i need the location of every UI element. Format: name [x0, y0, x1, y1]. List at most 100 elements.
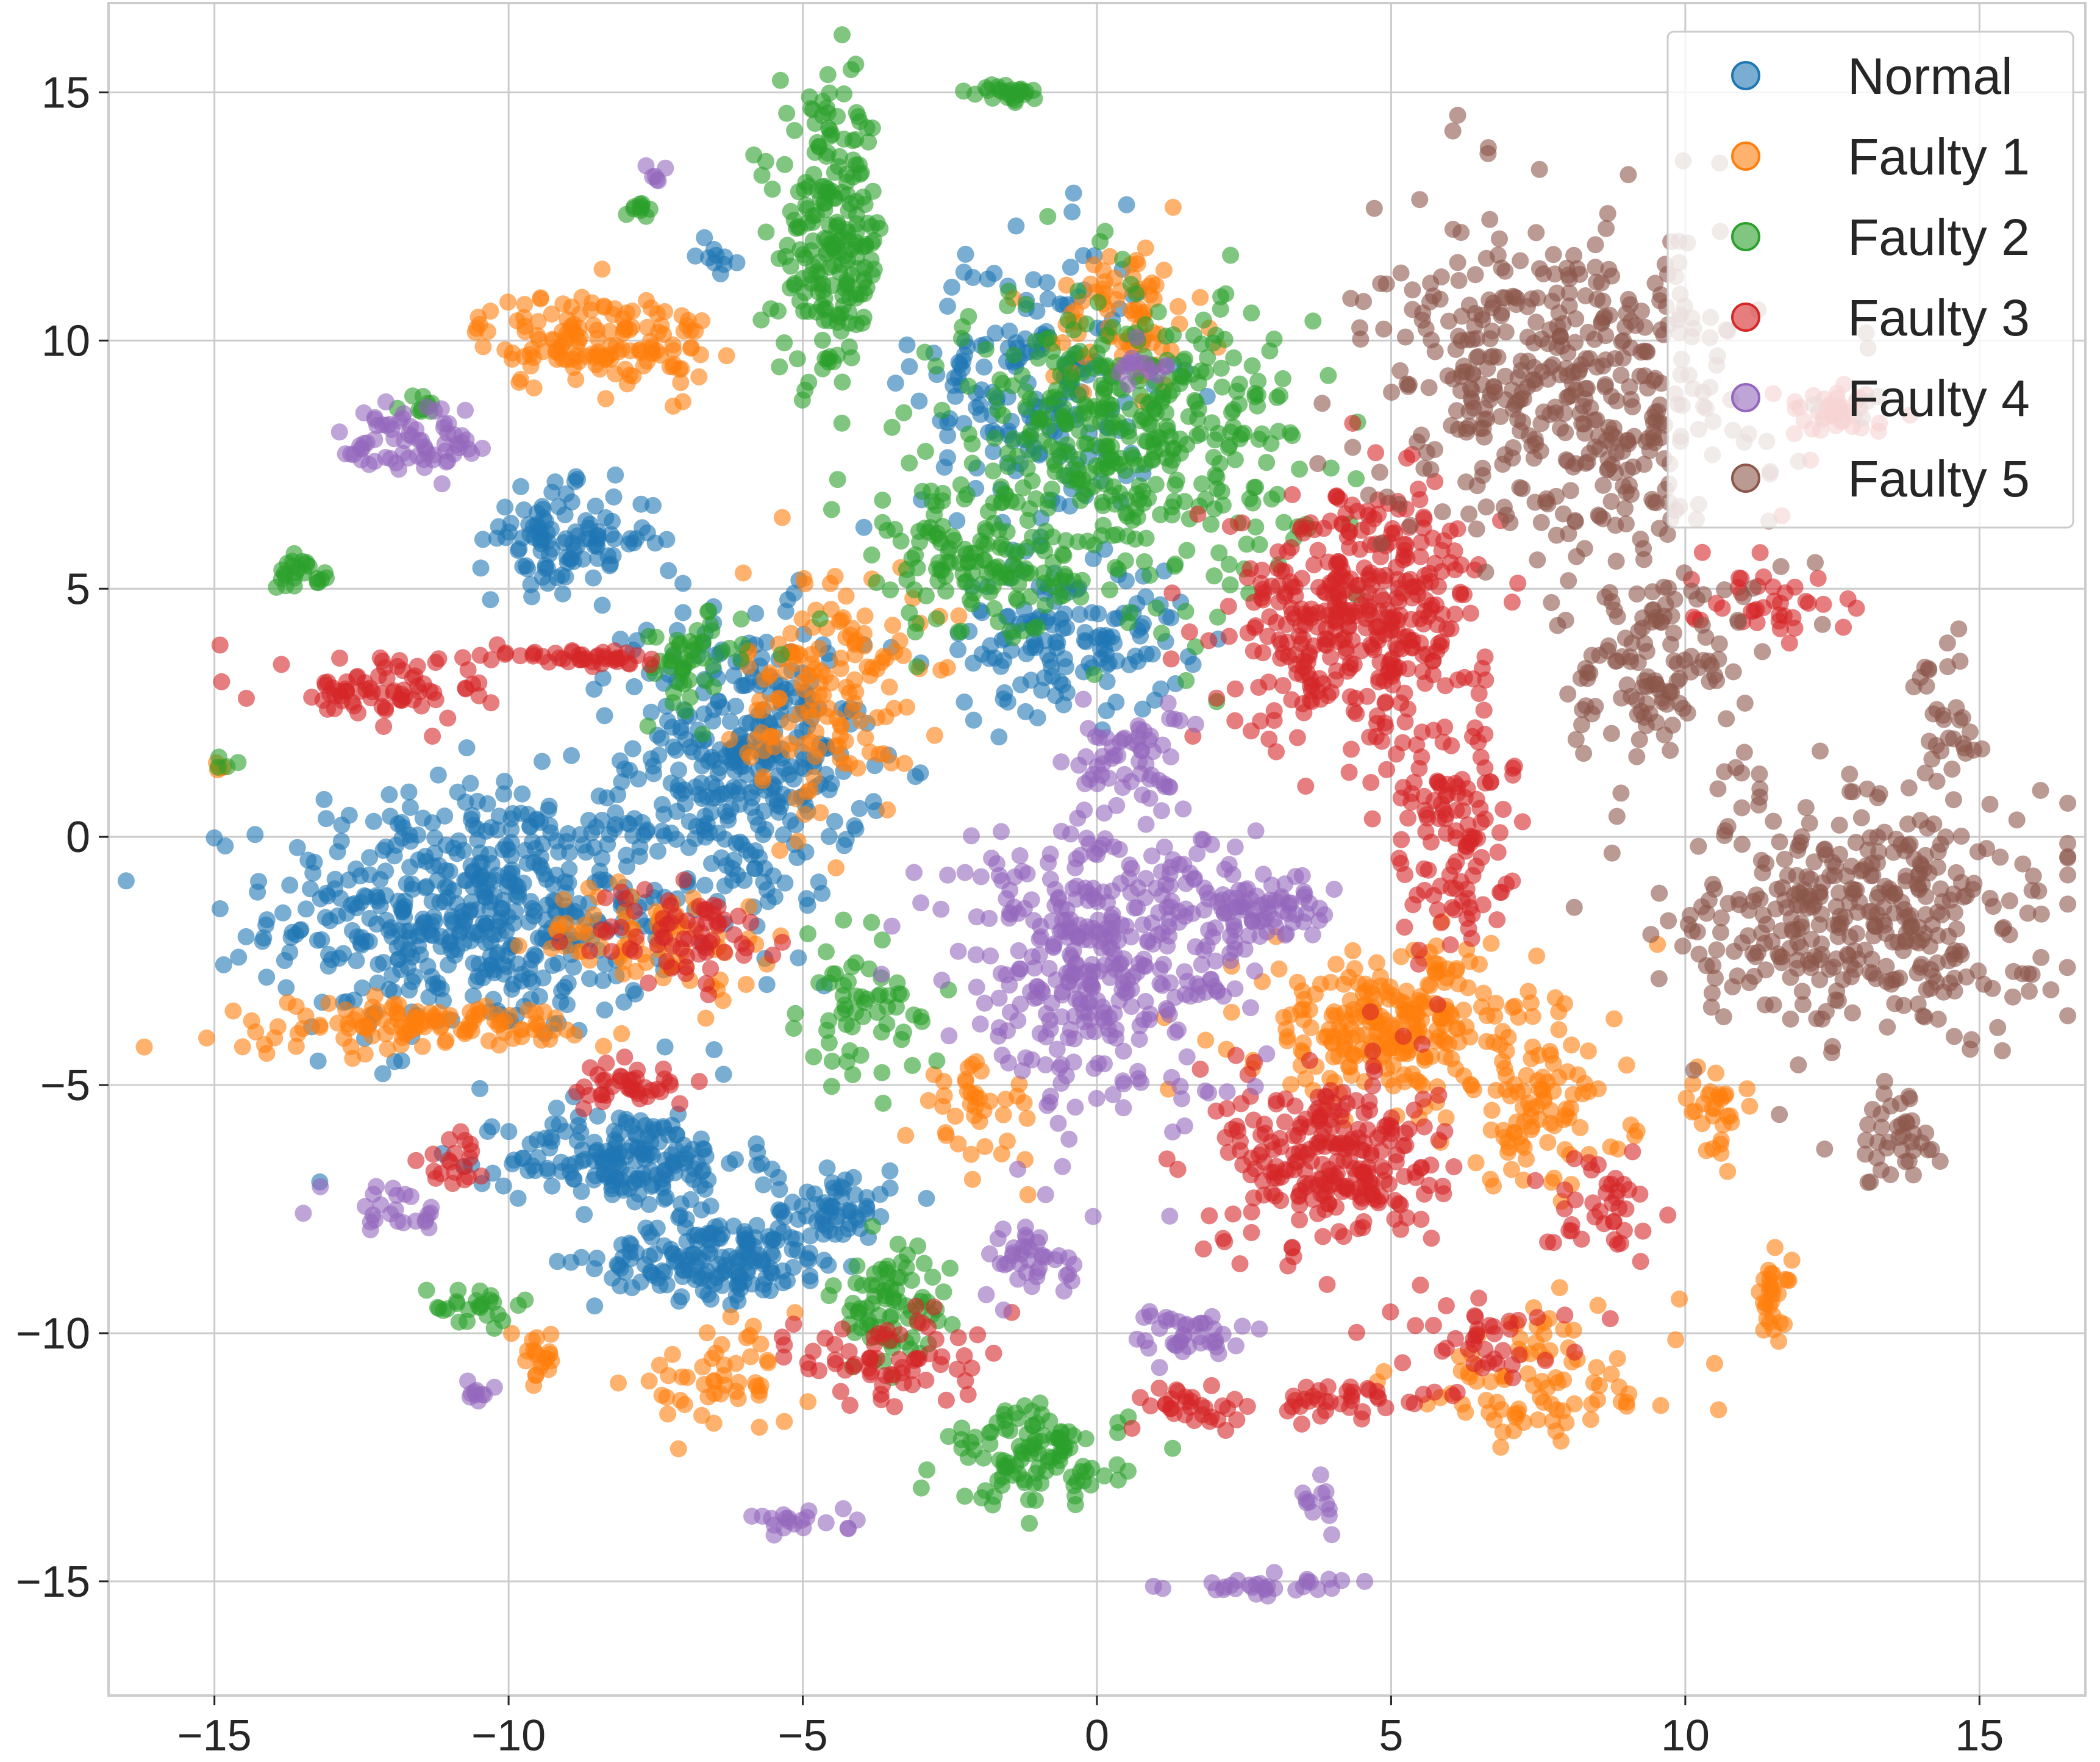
data-point [868, 214, 886, 232]
data-point [1135, 553, 1153, 570]
data-point [237, 928, 255, 945]
data-point [990, 613, 1007, 631]
data-point [1430, 1086, 1448, 1104]
data-point [398, 875, 415, 892]
data-point [1213, 378, 1231, 396]
data-point [482, 933, 499, 951]
data-point [621, 321, 638, 338]
data-point [1336, 1033, 1354, 1051]
data-point [1000, 282, 1018, 300]
data-point [890, 985, 907, 1003]
data-point [1355, 1134, 1373, 1151]
data-point [305, 853, 323, 871]
data-point [847, 954, 865, 972]
data-point [1007, 1404, 1024, 1422]
data-point [1046, 389, 1063, 406]
data-point [630, 770, 647, 788]
data-point [496, 498, 514, 516]
data-point [1388, 589, 1405, 607]
data-point [1029, 709, 1046, 726]
data-point [857, 729, 874, 747]
data-point [557, 485, 575, 503]
data-point [452, 1021, 470, 1039]
data-point [1323, 1034, 1341, 1051]
data-point [416, 879, 434, 897]
data-point [642, 299, 660, 317]
data-point [751, 1419, 768, 1436]
data-point [1243, 357, 1261, 374]
data-point [581, 970, 598, 987]
data-point [735, 872, 753, 889]
data-point [881, 1180, 899, 1197]
data-point [1039, 499, 1057, 517]
data-point [962, 1433, 979, 1451]
data-point [830, 148, 848, 165]
data-point [788, 644, 805, 662]
data-point [1334, 567, 1351, 585]
data-point [680, 839, 698, 856]
data-point [816, 177, 834, 195]
data-point [593, 850, 611, 867]
data-point [601, 557, 618, 575]
data-point [1453, 771, 1471, 789]
data-point [413, 1037, 431, 1055]
data-point [787, 1005, 804, 1022]
data-point [1071, 343, 1088, 360]
data-point [213, 673, 230, 690]
data-point [416, 914, 434, 931]
data-point [705, 1372, 723, 1390]
data-point [653, 1386, 671, 1404]
data-point [660, 562, 677, 579]
data-point [1574, 1085, 1591, 1103]
data-point [1412, 1211, 1430, 1228]
data-point [962, 1145, 980, 1163]
data-point [779, 1272, 796, 1289]
data-point [335, 1030, 353, 1047]
data-point [763, 181, 781, 198]
data-point [441, 933, 459, 951]
data-point [908, 658, 926, 676]
data-point [374, 954, 392, 971]
data-point [671, 1207, 689, 1225]
data-point [1062, 259, 1079, 276]
data-point [1260, 673, 1277, 691]
data-point [1480, 1404, 1498, 1422]
data-point [549, 1253, 566, 1270]
data-point [895, 404, 913, 421]
data-point [796, 181, 813, 198]
data-point [1783, 1252, 1801, 1269]
data-point [1392, 1045, 1410, 1062]
data-point [1390, 1195, 1408, 1212]
data-point [401, 826, 418, 844]
data-point [693, 1130, 710, 1148]
data-point [513, 1028, 530, 1045]
data-point [789, 833, 807, 850]
data-point [1779, 1271, 1796, 1289]
data-point [543, 484, 561, 501]
data-point [823, 1053, 841, 1070]
data-point [935, 1283, 952, 1301]
data-point [1495, 1122, 1512, 1139]
data-point [926, 506, 943, 523]
data-point [815, 1252, 833, 1269]
data-point [1368, 954, 1385, 972]
data-point [1162, 650, 1180, 668]
data-point [1405, 773, 1423, 791]
data-point [661, 652, 678, 670]
data-point [1344, 942, 1362, 959]
data-point [610, 1374, 627, 1392]
data-point [941, 1259, 959, 1277]
data-point [1120, 428, 1138, 446]
data-point [1075, 485, 1092, 503]
data-point [1467, 1154, 1485, 1172]
data-point [1415, 1185, 1433, 1203]
data-point [303, 689, 321, 706]
data-point [354, 1019, 372, 1036]
data-point [1550, 1021, 1568, 1039]
data-point [399, 958, 417, 976]
data-point [805, 768, 823, 786]
data-point [949, 641, 967, 659]
data-point [780, 714, 798, 731]
data-point [1545, 1169, 1563, 1187]
data-point [802, 645, 820, 663]
